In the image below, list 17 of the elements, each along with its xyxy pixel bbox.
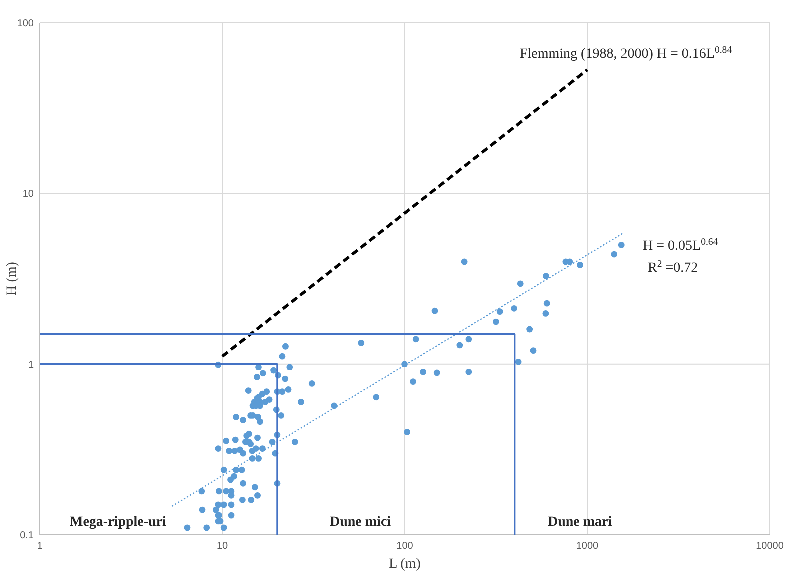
annotation: Mega-ripple-uri bbox=[70, 515, 167, 530]
y-tick-label: 100 bbox=[17, 18, 34, 30]
x-tick-label: 1 bbox=[37, 541, 44, 552]
y-tick-label: 0.1 bbox=[20, 530, 34, 542]
annotation: R$^{2}$ =0.72 bbox=[648, 258, 698, 276]
y-tick-label: 10 bbox=[22, 189, 34, 200]
annotation: Dune mici bbox=[330, 515, 392, 530]
x-tick-label: 10000 bbox=[756, 541, 784, 552]
y-axis-title: H (m) bbox=[5, 262, 20, 296]
x-tick-label: 10 bbox=[216, 541, 228, 552]
annotation: Flemming (1988, 2000) H = 0.16L$^{0.84}$ bbox=[520, 44, 732, 62]
x-tick-label: 100 bbox=[396, 541, 414, 552]
x-tick-label: 1000 bbox=[576, 541, 600, 552]
annotation: H = 0.05L$^{0.64}$ bbox=[643, 236, 718, 254]
annotation: Dune mari bbox=[548, 515, 612, 530]
x-axis-title: L (m) bbox=[389, 557, 422, 572]
y-tick-label: 1 bbox=[28, 360, 34, 371]
